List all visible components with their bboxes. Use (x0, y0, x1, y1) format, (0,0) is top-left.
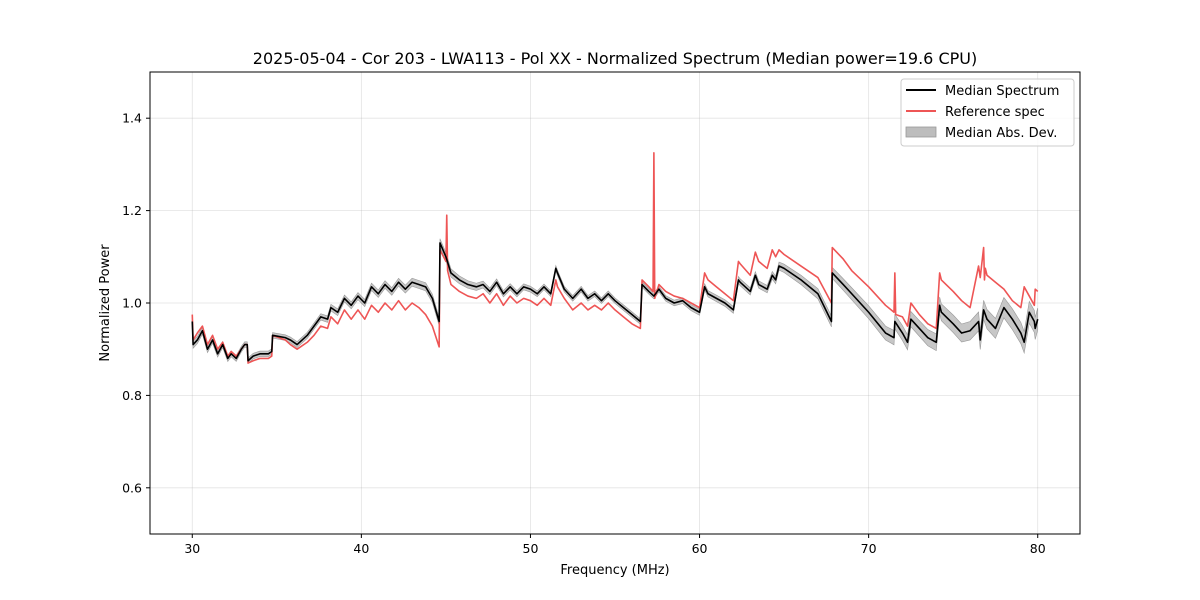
legend-label-mad: Median Abs. Dev. (945, 126, 1057, 141)
x-axis-ticks: 30 40 50 60 70 80 (184, 534, 1046, 556)
median-spectrum-line (191, 242, 1039, 362)
y-tick-label: 0.6 (122, 480, 142, 495)
legend-label-median: Median Spectrum (945, 84, 1059, 99)
x-tick-label: 70 (861, 541, 877, 556)
reference-spectrum-line (191, 152, 1039, 364)
x-tick-label: 60 (692, 541, 708, 556)
legend-frame (900, 78, 1075, 147)
legend-swatch-mad (905, 126, 937, 138)
y-axis-label: Normalized Power (98, 244, 113, 362)
y-tick-label: 1.2 (122, 203, 142, 218)
y-tick-label: 1.0 (122, 296, 142, 311)
y-tick-label: 0.8 (122, 388, 142, 403)
y-tick-label: 1.4 (122, 111, 142, 126)
legend-label-reference: Reference spec (945, 105, 1045, 120)
chart-title: 2025-05-04 - Cor 203 - LWA113 - Pol XX -… (253, 49, 977, 68)
y-axis-ticks: 0.6 0.8 1.0 1.2 1.4 (122, 111, 150, 495)
x-tick-label: 30 (184, 541, 200, 556)
series-group (191, 152, 1039, 364)
legend: Median Spectrum Reference spec Median Ab… (900, 78, 1075, 147)
x-tick-label: 40 (353, 541, 369, 556)
x-tick-label: 50 (523, 541, 539, 556)
x-axis-label: Frequency (MHz) (560, 563, 669, 578)
x-tick-label: 80 (1030, 541, 1046, 556)
